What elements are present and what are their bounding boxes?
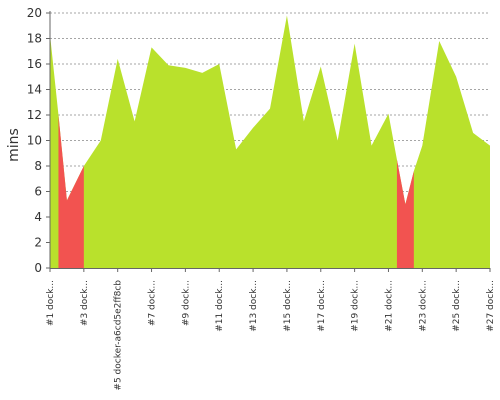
x-tick-label: #13 dock... xyxy=(249,280,259,332)
x-tick-labels: #1 dock... #3 dock... #5 docker-a6cd5e2ff8… xyxy=(46,268,496,391)
y-tick-label: 20 xyxy=(27,6,42,20)
y-tick-label: 16 xyxy=(27,57,42,71)
x-tick-label: #7 dock... xyxy=(148,280,158,326)
y-tick-label: 18 xyxy=(27,32,42,46)
x-tick-label: #27 dock... xyxy=(486,280,496,332)
y-tick-labels: 0 2 4 6 8 10 12 14 16 18 20 xyxy=(27,6,50,275)
y-tick-label: 10 xyxy=(27,134,42,148)
x-tick-label: #11 dock... xyxy=(215,280,225,332)
x-tick-label: #1 dock... xyxy=(46,280,56,326)
y-axis-title: mins xyxy=(6,128,22,162)
x-tick-label: #5 docker-a6cd5e2ff8cb xyxy=(114,280,124,391)
x-tick-label: #9 dock... xyxy=(181,280,191,326)
y-tick-label: 8 xyxy=(34,159,42,173)
x-tick-label: #3 dock... xyxy=(80,280,90,326)
y-tick-label: 2 xyxy=(34,236,42,250)
x-tick-label: #15 dock... xyxy=(283,280,293,332)
y-tick-label: 12 xyxy=(27,108,42,122)
x-tick-label: #25 dock... xyxy=(452,280,462,332)
y-tick-label: 4 xyxy=(34,210,42,224)
y-tick-label: 6 xyxy=(34,185,42,199)
axes xyxy=(49,11,490,269)
failed-area xyxy=(396,159,414,268)
failed-area xyxy=(58,115,84,268)
x-tick-label: #21 dock... xyxy=(384,280,394,332)
x-tick-label: #23 dock... xyxy=(418,280,428,332)
y-tick-label: 14 xyxy=(27,83,42,97)
y-tick-label: 0 xyxy=(34,261,42,275)
series-areas xyxy=(50,15,490,268)
x-tick-label: #17 dock... xyxy=(317,280,327,332)
x-tick-label: #19 dock... xyxy=(351,280,361,332)
success-area xyxy=(50,15,490,268)
